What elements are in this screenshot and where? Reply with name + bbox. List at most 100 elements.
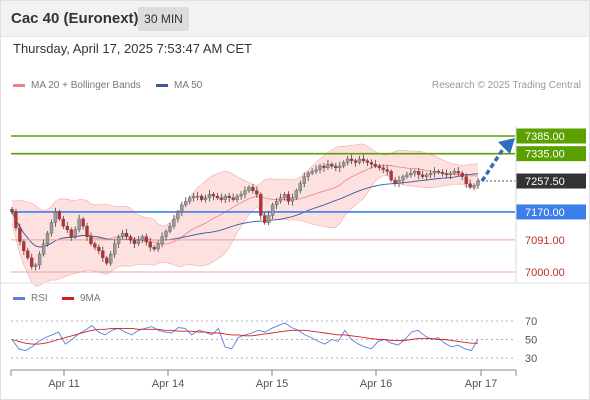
candle-body (428, 172, 433, 176)
candle-body (357, 158, 362, 163)
candle-body (456, 171, 460, 174)
candle-body (401, 176, 405, 181)
rsi-tick-label: 70 (525, 316, 537, 328)
candle-body (101, 250, 105, 259)
candle-body (432, 171, 437, 174)
candle-body (263, 215, 267, 223)
candle-body (192, 195, 196, 199)
bollinger-lower (11, 175, 479, 287)
candle-body (215, 195, 220, 199)
candle-body (255, 190, 259, 195)
candle-body (425, 174, 429, 177)
ma50-legend: MA 50 (156, 80, 202, 91)
interval-button[interactable]: 30 MIN (138, 7, 189, 31)
title-bar: Cac 40 (Euronext) 30 MIN (0, 0, 590, 37)
candle-body (18, 227, 22, 242)
candle-body (73, 229, 77, 237)
candle-body (113, 243, 117, 255)
candle-body (77, 218, 81, 230)
level-label-box-resistance (516, 128, 586, 144)
candle-body (448, 172, 453, 176)
candle-body (267, 215, 271, 223)
level-label-resistance: 7385.00 (525, 131, 565, 143)
candle-body (472, 185, 476, 188)
candle-body (468, 183, 472, 188)
candle-body (57, 211, 62, 220)
rsi-legend: RSI (13, 293, 48, 304)
candle-body (140, 236, 144, 241)
candle-body (41, 243, 46, 255)
candle-body (34, 264, 38, 267)
candle-body (188, 197, 192, 202)
candle-body (373, 164, 377, 167)
candle-body (136, 240, 141, 244)
ma9-swatch (62, 296, 74, 300)
candle-body (176, 211, 180, 220)
candle-body (65, 225, 69, 230)
level-label-resistance: 7335.00 (525, 149, 565, 161)
candle-body (207, 194, 212, 198)
rsi-tick-label: 50 (525, 335, 537, 347)
candle-body (338, 165, 342, 168)
ma20-legend: MA 20 + Bollinger Bands (13, 80, 141, 91)
candle-body (314, 169, 318, 172)
candle-body (199, 195, 204, 200)
candle-body (460, 172, 464, 177)
projection-arrow-shaft (480, 145, 507, 182)
candle-body (452, 171, 456, 174)
candle-body (278, 197, 283, 202)
candle-body (164, 231, 168, 237)
rsi-ma9-line (11, 327, 478, 345)
candle-body (148, 241, 152, 248)
candle-body (440, 172, 445, 174)
candle-body (361, 158, 366, 161)
candle-body (365, 160, 370, 163)
candle-body (349, 158, 354, 161)
candle-body (180, 204, 184, 213)
rsi-legend-label: RSI (31, 293, 48, 304)
candle-body (49, 222, 54, 234)
rsi-tick-label: 30 (525, 353, 537, 365)
level-label-pivot: 7091.00 (525, 235, 565, 247)
candle-body (105, 257, 109, 264)
candle-body (219, 197, 223, 200)
candle-body (61, 218, 65, 227)
candle-body (298, 183, 302, 191)
candle-body (156, 243, 160, 250)
candle-body (290, 197, 295, 202)
candle-body (227, 195, 231, 199)
ma50-legend-label: MA 50 (174, 80, 203, 91)
candle-body (120, 232, 125, 237)
candle-body (377, 165, 381, 168)
candle-body (270, 204, 275, 216)
candle-body (247, 187, 251, 191)
candle-body (353, 160, 358, 163)
candle-body (10, 208, 14, 213)
candle-body (421, 174, 425, 177)
candle-body (251, 187, 255, 191)
candle-body (436, 171, 441, 173)
credit-text: Research © 2025 Trading Central (431, 80, 581, 91)
candle-body (152, 247, 156, 250)
candle-body (211, 194, 216, 197)
candle-body (413, 171, 417, 174)
candle-body (326, 164, 330, 168)
candle-body (381, 167, 385, 170)
rsi-swatch (13, 296, 25, 300)
ma20-legend-label: MA 20 + Bollinger Bands (31, 80, 141, 91)
level-label-box-current (516, 173, 586, 189)
candle-body (243, 190, 247, 195)
candle-body (239, 194, 243, 197)
candle-body (405, 174, 409, 177)
candle-body (132, 240, 137, 244)
x-tick-label: Apr 15 (256, 378, 288, 390)
candle-body (53, 211, 58, 223)
candle-body (172, 218, 176, 227)
candle-body (476, 180, 480, 186)
candle-body (116, 236, 121, 244)
level-label-pivot: 7000.00 (525, 267, 565, 279)
candle-body (69, 229, 73, 237)
candle-body (306, 172, 310, 177)
candle-body (334, 165, 338, 168)
